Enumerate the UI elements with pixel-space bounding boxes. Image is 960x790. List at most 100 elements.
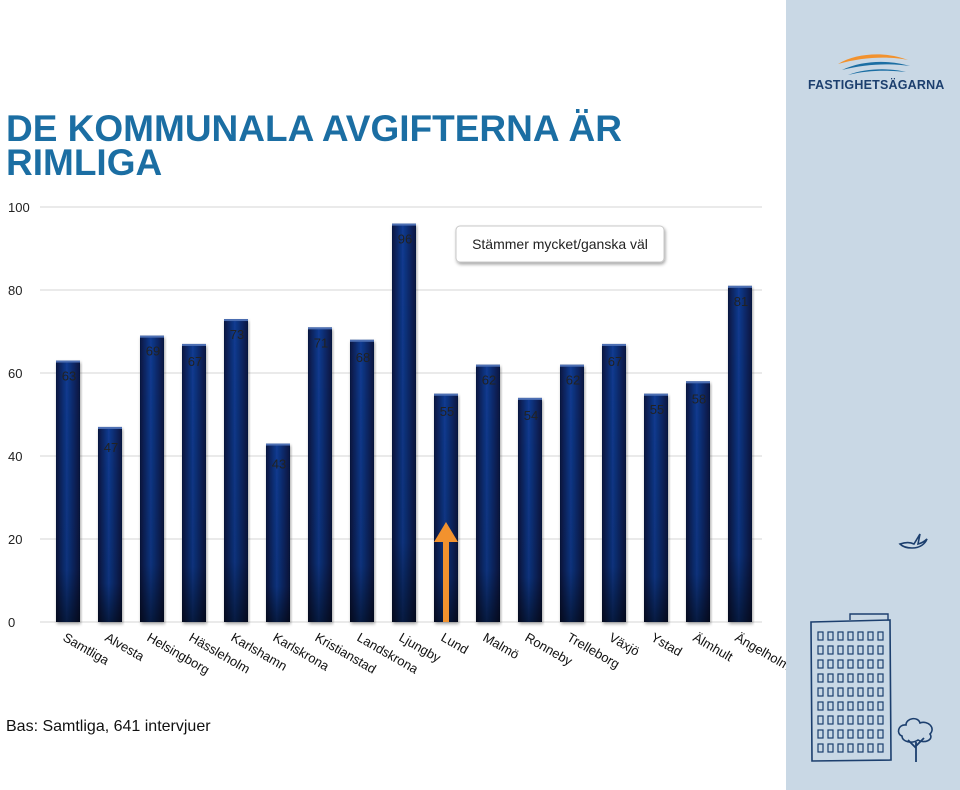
window-shape [817,715,824,725]
window-shape [847,743,854,753]
window-shape [827,659,834,669]
data-label: 68 [356,350,370,365]
window-shape [817,701,824,711]
x-tick-label: Samtliga [61,630,113,669]
window-shape [817,673,824,683]
data-label: 73 [230,327,244,342]
y-tick-label: 80 [8,283,22,298]
y-tick-label: 60 [8,366,22,381]
bar-cap [308,327,332,330]
window-shape [867,687,874,697]
window-shape [857,743,864,753]
window-shape [817,743,824,753]
data-label: 63 [62,369,76,384]
window-shape [837,687,844,697]
window-shape [867,715,874,725]
window-shape [847,729,854,739]
sidebar-panel [786,0,960,790]
window-shape [847,687,854,697]
window-shape [857,687,864,697]
window-shape [837,631,844,641]
window-shape [837,701,844,711]
window-shape [857,729,864,739]
window-shape [867,631,874,641]
window-shape [817,631,824,641]
bar-shade [728,285,752,622]
arrow-icon [434,522,458,542]
bar-shade [518,397,542,622]
page-title: DE KOMMUNALA AVGIFTERNA ÄR RIMLIGA [6,108,622,183]
bar-shade [560,364,584,622]
arrow-shaft [443,540,449,622]
bar-shade [476,364,500,622]
data-label: 55 [650,402,664,417]
window-shape [877,645,884,655]
bar-shade [308,327,332,622]
building-icon [810,613,892,762]
bar-shade [602,343,626,622]
x-tick-label: Ängelholm [733,630,787,674]
window-shape [817,659,824,669]
bar-cap [56,360,80,363]
bar-shade [644,393,668,622]
window-shape [877,701,884,711]
window-shape [827,645,834,655]
bar-shade [224,319,248,622]
bar-cap [518,397,542,400]
window-shape [827,743,834,753]
bar-cap [98,426,122,429]
window-shape [877,743,884,753]
x-tick-label: Lund [439,630,472,657]
data-label: 47 [104,440,118,455]
window-shape [847,701,854,711]
x-tick-label: Älmhult [691,630,736,665]
window-shape [877,687,884,697]
bar-cap [140,335,164,338]
bar-cap [686,381,710,384]
window-shape [877,659,884,669]
window-shape [857,659,864,669]
bar-shade [686,381,710,622]
data-label: 67 [188,354,202,369]
x-tick-label: Ystad [649,630,685,660]
y-tick-label: 40 [8,449,22,464]
brand-name: FASTIGHETSÄGARNA [808,78,945,92]
window-shape [867,743,874,753]
window-shape [857,715,864,725]
bar-cap [266,443,290,446]
tree-icon [897,717,933,762]
window-shape [817,729,824,739]
legend-box [455,225,665,263]
data-label: 55 [440,404,454,419]
bar-cap [392,223,416,226]
window-shape [877,673,884,683]
window-shape [847,631,854,641]
window-shape [867,645,874,655]
window-shape [827,701,834,711]
data-label: 62 [566,373,580,388]
window-shape [867,729,874,739]
window-shape [827,687,834,697]
data-label: 58 [692,391,706,406]
window-shape [857,673,864,683]
window-shape [857,645,864,655]
footnote: Bas: Samtliga, 641 intervjuer [6,718,211,735]
window-shape [877,715,884,725]
bar-shade [392,223,416,622]
window-shape [837,645,844,655]
data-label: 54 [524,408,538,423]
window-shape [837,729,844,739]
data-label: 62 [482,373,496,388]
bar-cap [602,343,626,346]
bar-shade [266,443,290,622]
bar-shade [140,335,164,622]
window-shape [837,743,844,753]
bar-shade [56,360,80,622]
data-label: 67 [608,354,622,369]
bar-cap [644,393,668,396]
window-shape [837,715,844,725]
window-shape [837,673,844,683]
bird-icon [898,533,928,549]
x-tick-label: Malmö [481,630,522,662]
